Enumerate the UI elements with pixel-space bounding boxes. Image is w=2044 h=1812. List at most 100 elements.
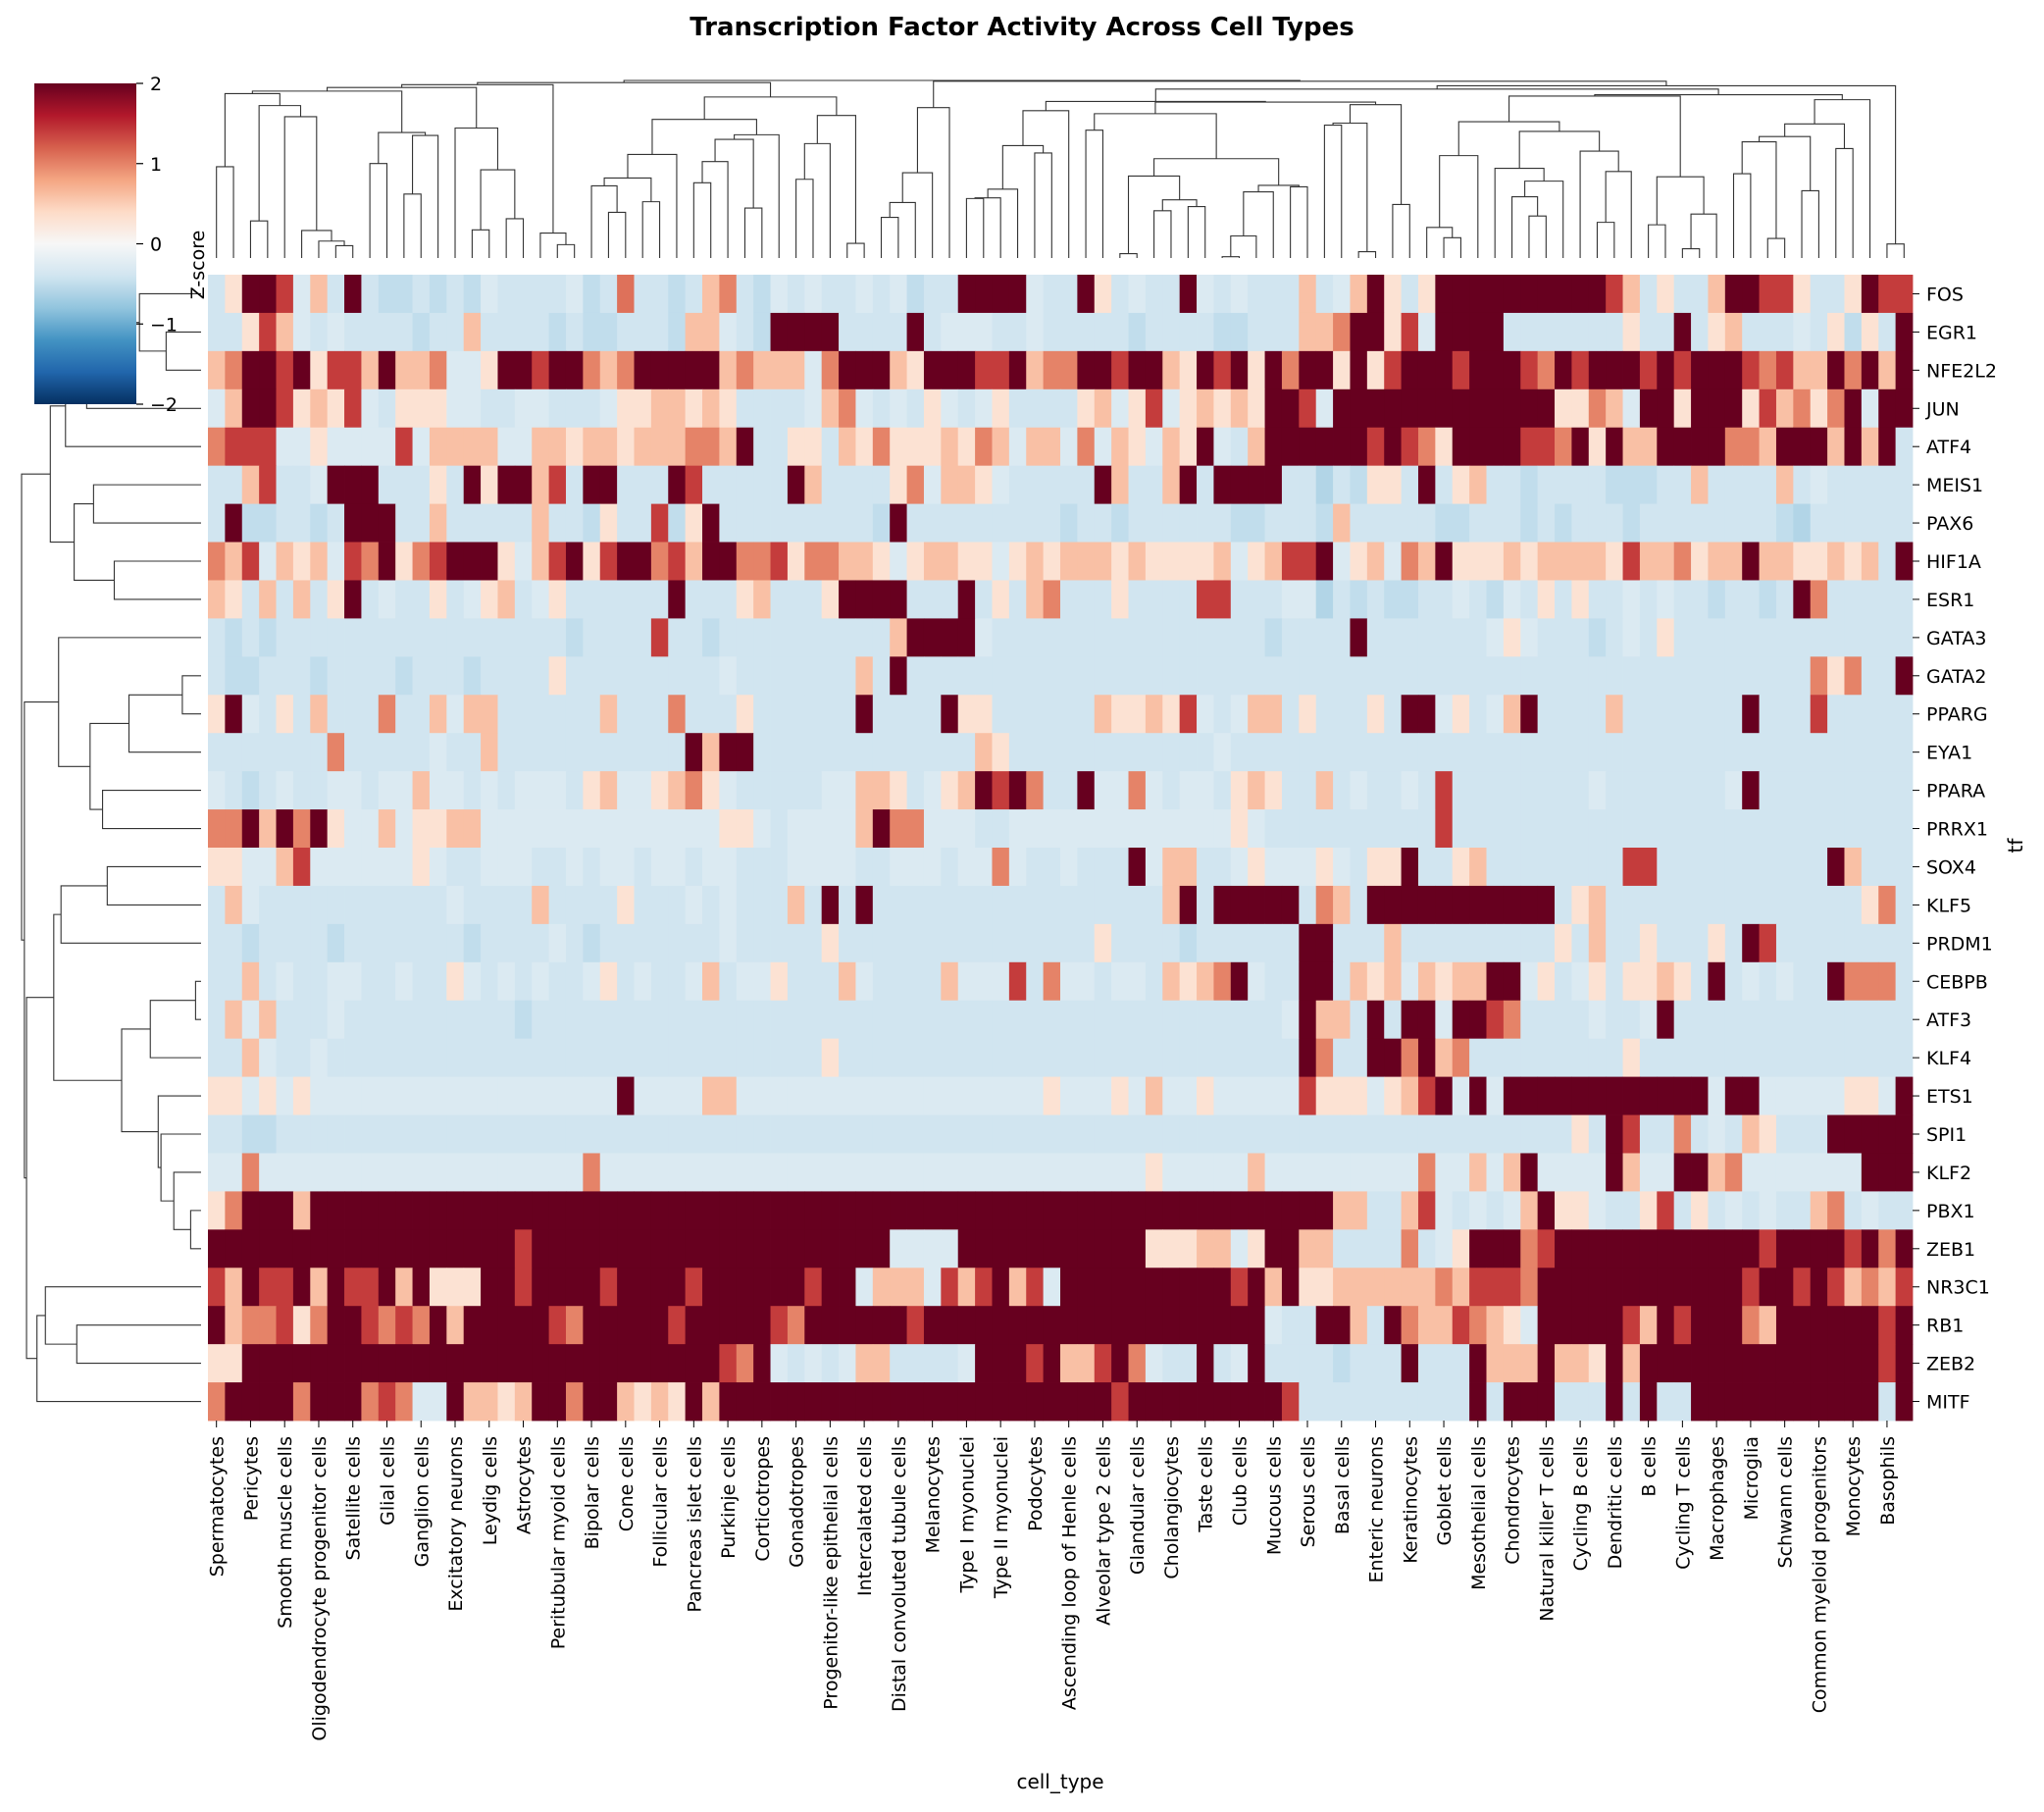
heatmap-cell xyxy=(770,1306,789,1345)
heatmap-cell xyxy=(259,1382,277,1422)
heatmap-cell xyxy=(1452,1306,1470,1345)
heatmap-cell xyxy=(1401,885,1419,925)
heatmap-cell xyxy=(446,542,465,581)
heatmap-cell xyxy=(1281,1153,1300,1192)
heatmap-cell xyxy=(1094,733,1112,772)
heatmap-cell xyxy=(1691,1229,1709,1268)
heatmap-cell xyxy=(463,771,482,810)
heatmap-cell xyxy=(361,771,380,810)
heatmap-cell xyxy=(1520,809,1539,849)
heatmap-cell xyxy=(1469,1114,1487,1154)
column-dendrogram-link xyxy=(1221,256,1241,258)
heatmap-cell xyxy=(1452,1268,1470,1307)
heatmap-cell xyxy=(1264,1038,1283,1077)
heatmap-cell xyxy=(429,312,447,352)
heatmap-cell xyxy=(1775,1344,1794,1383)
heatmap-cell xyxy=(992,1382,1010,1422)
heatmap-cell xyxy=(1708,1229,1726,1268)
heatmap-cell xyxy=(872,961,891,1002)
heatmap-cell xyxy=(1315,771,1334,810)
heatmap-cell xyxy=(1810,275,1828,314)
heatmap-cell xyxy=(292,542,311,581)
heatmap-cell xyxy=(1827,656,1845,696)
heatmap-cell xyxy=(1503,656,1521,696)
heatmap-cell xyxy=(941,312,959,352)
heatmap-cell xyxy=(1435,1306,1454,1345)
heatmap-cell xyxy=(855,848,874,887)
heatmap-cell xyxy=(1213,656,1232,696)
heatmap-cell xyxy=(685,1000,703,1040)
row-dendrogram-link xyxy=(74,503,115,582)
heatmap-cell xyxy=(1179,388,1198,429)
heatmap-cell xyxy=(1333,1306,1351,1345)
heatmap-cell xyxy=(719,1306,738,1345)
heatmap-cell xyxy=(1248,580,1265,619)
heatmap-cell xyxy=(446,503,465,543)
heatmap-cell xyxy=(1673,542,1692,581)
heatmap-cell xyxy=(1264,1114,1283,1154)
heatmap-cell xyxy=(1537,1000,1556,1040)
heatmap-cell xyxy=(1417,350,1436,390)
heatmap-cell xyxy=(1724,350,1743,390)
heatmap-cell xyxy=(1469,312,1487,352)
heatmap-cell xyxy=(310,1344,329,1383)
heatmap-cell xyxy=(310,923,329,963)
heatmap-cell xyxy=(1622,1153,1641,1192)
heatmap-cell xyxy=(1555,275,1572,314)
heatmap-cell xyxy=(839,312,856,352)
heatmap-cell xyxy=(1622,542,1641,581)
row-label: MEIS1 xyxy=(1926,475,1983,496)
column-dendrogram-link xyxy=(974,197,1001,258)
heatmap-cell xyxy=(839,923,856,963)
heatmap-cell xyxy=(719,275,738,314)
heatmap-cell xyxy=(668,427,687,467)
heatmap-cell xyxy=(1008,923,1027,963)
heatmap-cell xyxy=(617,388,635,429)
heatmap-cell xyxy=(770,771,789,810)
column-dendrogram-link xyxy=(471,229,490,258)
heatmap-cell xyxy=(941,465,959,504)
heatmap-cell xyxy=(1333,388,1351,429)
heatmap-cell xyxy=(992,1268,1010,1307)
heatmap-cell xyxy=(1469,427,1487,467)
heatmap-cell xyxy=(719,388,738,429)
heatmap-cell xyxy=(1691,1306,1709,1345)
heatmap-cell xyxy=(650,618,669,657)
heatmap-cell xyxy=(1486,1000,1505,1040)
heatmap-cell xyxy=(1248,961,1265,1002)
heatmap-cell xyxy=(1571,1076,1590,1115)
heatmap-cell xyxy=(1622,1114,1641,1154)
heatmap-cell xyxy=(1895,618,1914,657)
heatmap-cell xyxy=(1384,695,1402,734)
heatmap-cell xyxy=(532,1191,549,1230)
heatmap-cell xyxy=(1248,1268,1265,1307)
heatmap-cell xyxy=(1588,1038,1607,1077)
heatmap-cell xyxy=(872,1076,891,1115)
heatmap-cell xyxy=(1401,733,1419,772)
heatmap-cell xyxy=(548,961,567,1002)
heatmap-cell xyxy=(957,350,976,390)
heatmap-cell xyxy=(906,809,925,849)
heatmap-cell xyxy=(1366,1229,1385,1268)
heatmap-cell xyxy=(1315,656,1334,696)
row-labels: FOSEGR1NFE2L2JUNATF4MEIS1PAX6HIF1AESR1GA… xyxy=(1913,284,1997,1414)
heatmap-cell xyxy=(1452,542,1470,581)
heatmap-cell xyxy=(1008,733,1027,772)
heatmap-cell xyxy=(429,580,447,619)
heatmap-cell xyxy=(1128,961,1147,1002)
heatmap-cell xyxy=(241,1268,260,1307)
heatmap-cell xyxy=(702,1382,720,1422)
heatmap-cell xyxy=(1827,388,1845,429)
heatmap-cell xyxy=(292,1306,311,1345)
heatmap-cell xyxy=(1622,1038,1641,1077)
heatmap-cell xyxy=(514,885,533,925)
heatmap-cell xyxy=(1639,848,1658,887)
heatmap-cell xyxy=(1281,1344,1300,1383)
heatmap-cell xyxy=(906,1153,925,1192)
heatmap-cell xyxy=(855,1268,874,1307)
row-dendrogram-link xyxy=(181,675,201,715)
heatmap-cell xyxy=(481,885,498,925)
heatmap-cell xyxy=(702,923,720,963)
heatmap-cell xyxy=(1128,388,1147,429)
heatmap-cell xyxy=(1281,923,1300,963)
